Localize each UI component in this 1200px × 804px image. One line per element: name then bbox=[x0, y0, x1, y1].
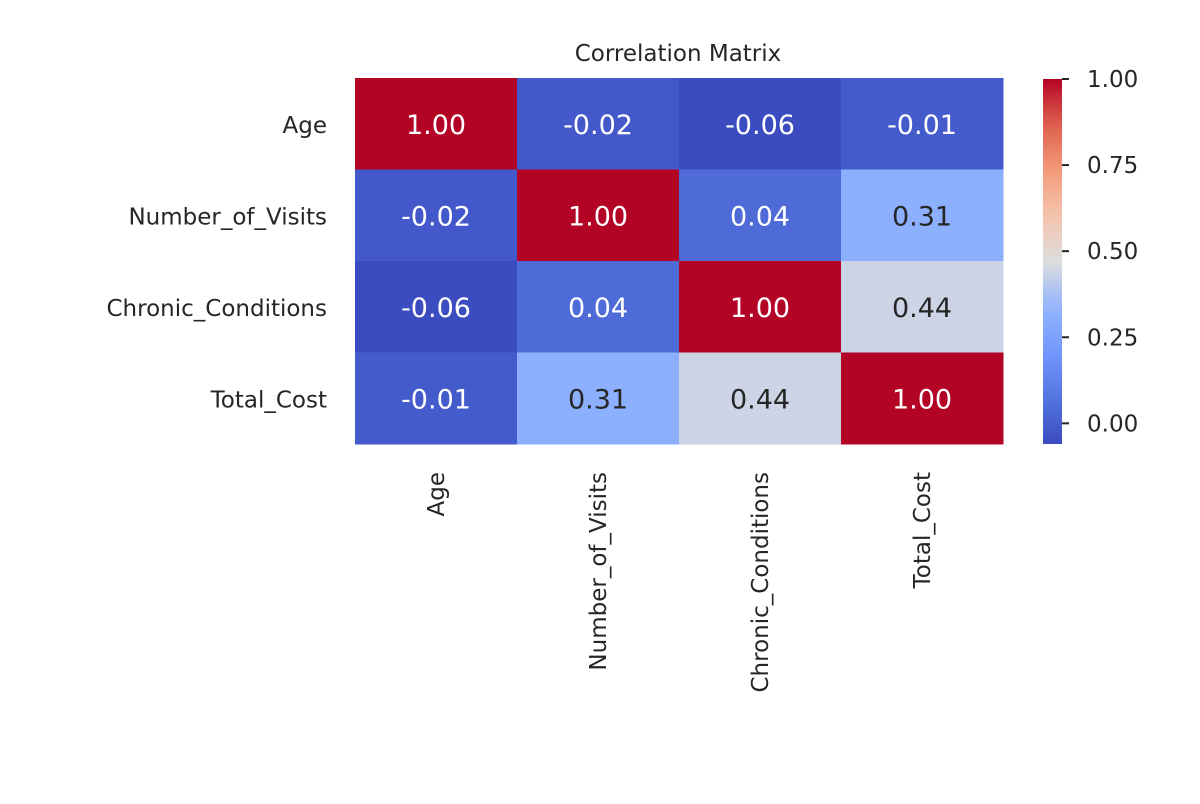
heatmap-cell bbox=[517, 78, 680, 170]
heatmap-cell bbox=[517, 169, 680, 262]
heatmap-cell bbox=[841, 78, 1004, 170]
heatmap-cell bbox=[679, 352, 842, 445]
heatmap-cell bbox=[355, 78, 518, 170]
colorbar-tick-label: 0.50 bbox=[1087, 239, 1138, 265]
cell-value-label: 1.00 bbox=[568, 201, 628, 232]
cell-value-label: 0.44 bbox=[892, 293, 952, 324]
row-label: Age bbox=[283, 113, 327, 139]
heatmap-cell bbox=[355, 169, 518, 262]
cell-value-label: -0.06 bbox=[725, 110, 795, 141]
cell-value-label: 0.04 bbox=[568, 293, 628, 324]
column-label: Total_Cost bbox=[910, 472, 936, 589]
column-labels: Age Number_of_Visits Chronic_Conditions Tot… bbox=[424, 472, 936, 693]
heatmap-cell bbox=[679, 261, 842, 353]
column-label: Number_of_Visits bbox=[586, 472, 612, 671]
row-label: Chronic_Conditions bbox=[106, 296, 327, 322]
heatmap-cell bbox=[355, 261, 518, 353]
column-label: Chronic_Conditions bbox=[748, 472, 774, 693]
cell-value-label: 1.00 bbox=[406, 110, 466, 141]
colorbar-tick-label: 1.00 bbox=[1087, 67, 1138, 93]
heatmap-cell bbox=[679, 169, 842, 262]
heatmap-cell bbox=[841, 169, 1004, 262]
chart-title: Correlation Matrix bbox=[575, 41, 782, 67]
heatmap-cell bbox=[517, 352, 680, 445]
cell-value-label: -0.02 bbox=[563, 110, 633, 141]
cell-value-label: -0.01 bbox=[401, 384, 471, 415]
column-label: Age bbox=[424, 472, 450, 516]
colorbar-tick-label: 0.25 bbox=[1087, 325, 1138, 351]
heatmap-cells: 1.00 -0.02 -0.06 -0.01 -0.02 1.00 0.04 0.31 -0.0… bbox=[355, 78, 1004, 445]
cell-value-label: 0.04 bbox=[730, 201, 790, 232]
cell-value-label: 1.00 bbox=[730, 293, 790, 324]
cell-value-label: -0.02 bbox=[401, 201, 471, 232]
heatmap-cell bbox=[841, 352, 1004, 445]
heatmap-cell bbox=[679, 78, 842, 170]
cell-value-label: 1.00 bbox=[892, 384, 952, 415]
cell-value-label: -0.01 bbox=[887, 110, 957, 141]
colorbar-tick-label: 0.75 bbox=[1087, 153, 1138, 179]
colorbar-tick-label: 0.00 bbox=[1087, 411, 1138, 437]
heatmap-cell bbox=[355, 352, 518, 445]
cell-value-label: 0.31 bbox=[892, 201, 952, 232]
colorbar: 0.00 0.25 0.50 0.75 1.00 bbox=[1043, 67, 1138, 444]
row-label: Number_of_Visits bbox=[128, 204, 327, 230]
cell-value-label: -0.06 bbox=[401, 293, 471, 324]
cell-value-label: 0.44 bbox=[730, 384, 790, 415]
row-labels: Age Number_of_Visits Chronic_Conditions Tot… bbox=[106, 113, 327, 414]
colorbar-gradient bbox=[1043, 79, 1062, 444]
cell-value-label: 0.31 bbox=[568, 384, 628, 415]
heatmap-cell bbox=[517, 261, 680, 353]
heatmap-cell bbox=[841, 261, 1004, 353]
row-label: Total_Cost bbox=[210, 387, 327, 413]
